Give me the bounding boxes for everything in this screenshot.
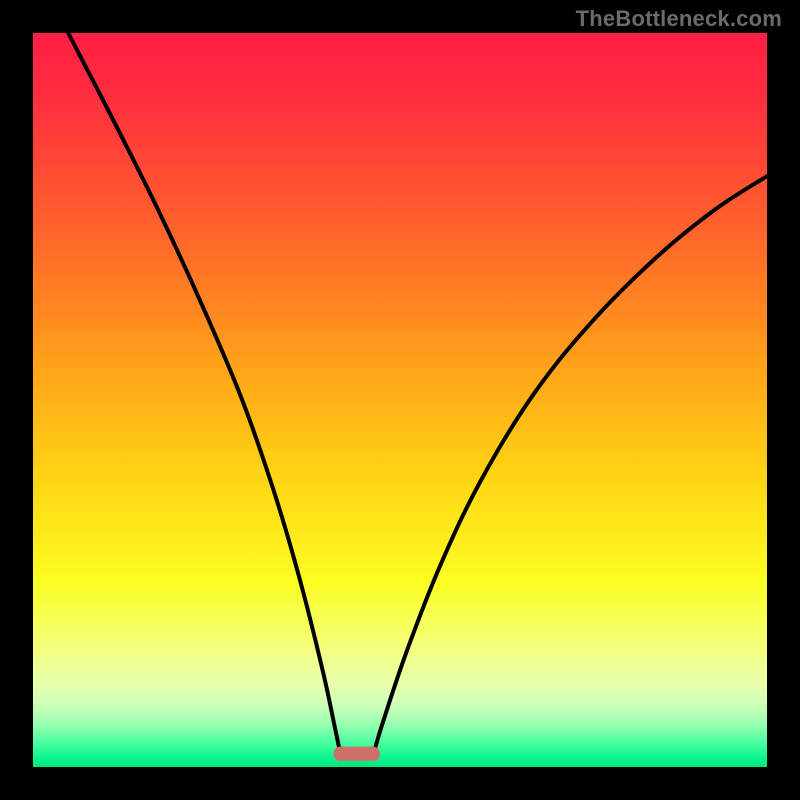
- gradient-background: [33, 33, 767, 767]
- figure-container: TheBottleneck.com: [0, 0, 800, 800]
- valley-marker: [334, 747, 380, 760]
- watermark-text: TheBottleneck.com: [576, 6, 782, 32]
- plot-svg: [0, 0, 800, 800]
